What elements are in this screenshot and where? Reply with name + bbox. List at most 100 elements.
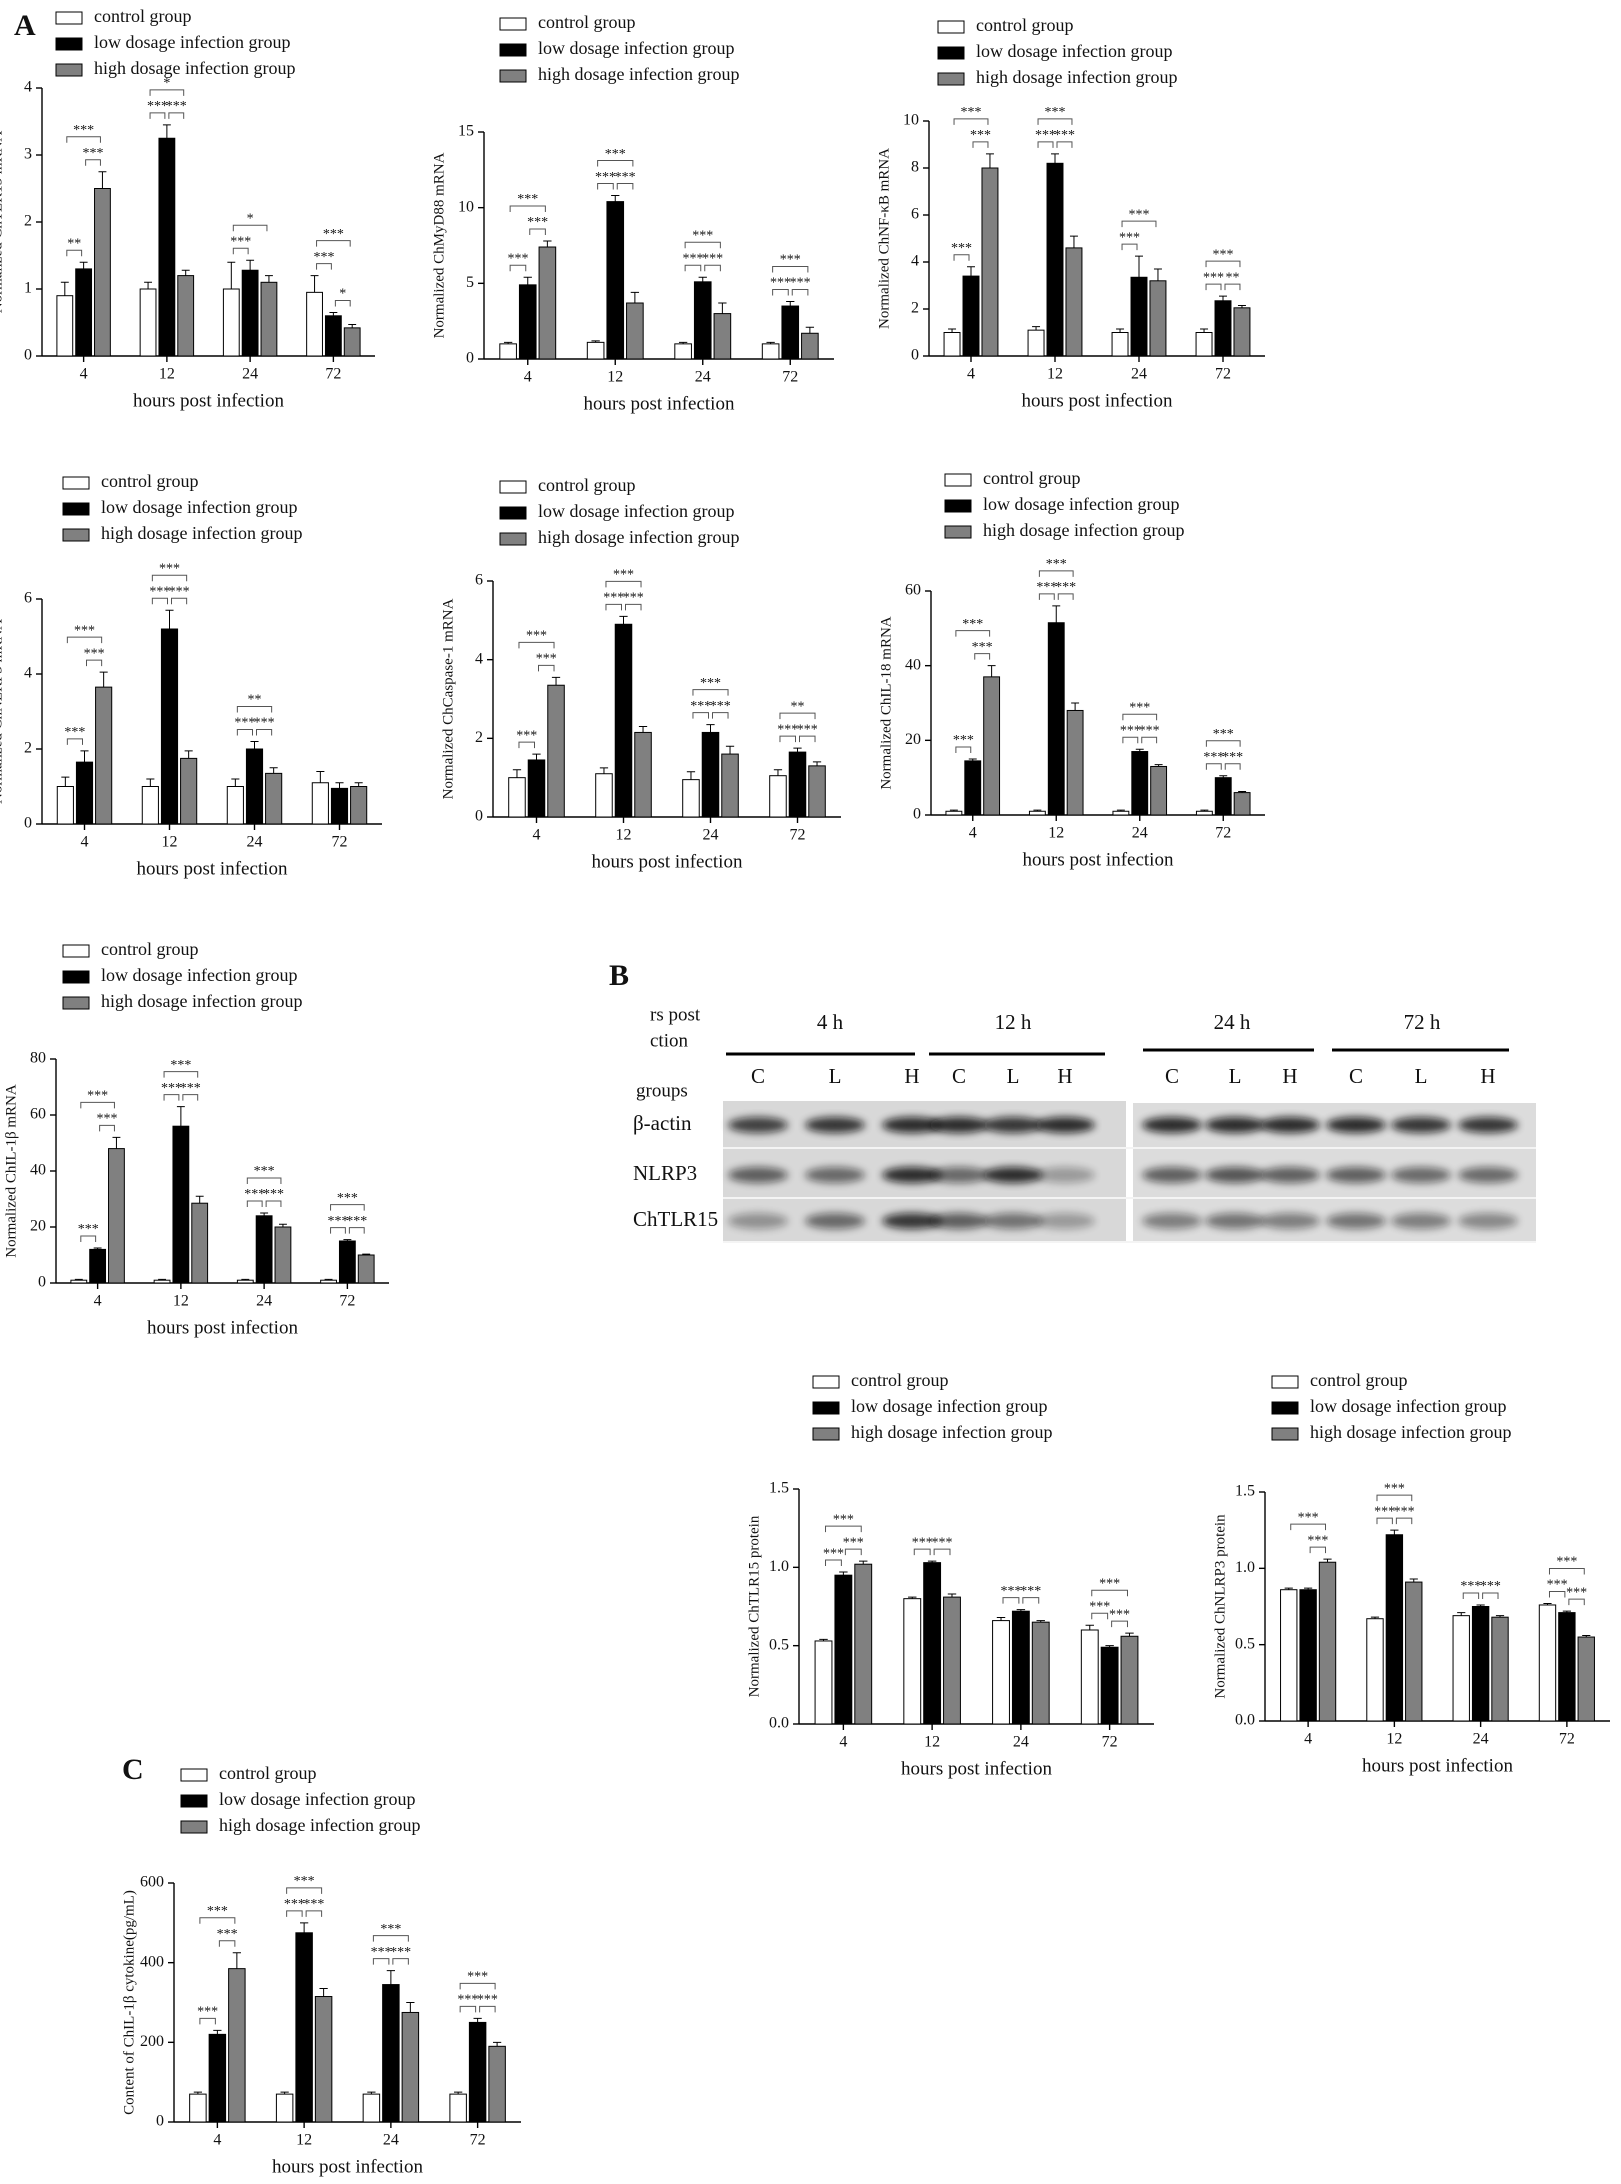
- error-bar: [1457, 1612, 1466, 1616]
- error-bar: [611, 195, 620, 202]
- bar: [595, 773, 613, 818]
- significance-label: ***: [1394, 1504, 1415, 1519]
- significance-label: ***: [962, 617, 983, 632]
- error-bar: [725, 745, 735, 755]
- x-tick-label: 12: [159, 366, 175, 383]
- blot-band: [882, 1213, 942, 1229]
- y-tick-label: 2: [911, 300, 919, 317]
- significance-bracket: [704, 264, 721, 272]
- significance-bracket: [163, 1094, 180, 1101]
- y-tick-label: 3: [24, 146, 32, 163]
- legend-swatch: [499, 506, 527, 520]
- x-tick-label: 4: [533, 827, 541, 844]
- blot-band: [1326, 1167, 1386, 1183]
- y-tick-label: 4: [24, 665, 32, 682]
- bar: [992, 1620, 1010, 1725]
- blot-band: [1205, 1167, 1265, 1183]
- significance-bracket: [1002, 1597, 1020, 1604]
- y-tick-label: 0: [24, 347, 32, 364]
- legend-label: high dosage infection group: [101, 991, 302, 1011]
- significance-label: ***: [603, 591, 624, 606]
- significance-bracket: [1568, 1598, 1585, 1606]
- bar: [338, 1240, 356, 1284]
- bar: [275, 2093, 294, 2123]
- significance-bracket: [1022, 1597, 1040, 1604]
- error-bar: [319, 1988, 328, 1997]
- group-label: H: [1282, 1064, 1297, 1088]
- bar: [701, 731, 720, 818]
- legend-swatch: [1271, 1375, 1299, 1389]
- significance-bracket: [305, 1910, 323, 1917]
- significance-bracket: [1037, 141, 1054, 148]
- error-bar: [278, 1223, 287, 1227]
- significance-label: ***: [1054, 128, 1075, 143]
- y-tick-label: 40: [905, 656, 921, 673]
- blot-header: rs post: [650, 1004, 701, 1025]
- bar: [834, 1574, 853, 1725]
- bar: [903, 1598, 922, 1725]
- bar: [1405, 1581, 1423, 1722]
- bar: [518, 284, 537, 360]
- significance-bracket: [597, 183, 614, 190]
- x-tick-label: 12: [162, 834, 178, 851]
- legend-label: low dosage infection group: [101, 497, 297, 517]
- error-bar: [1052, 605, 1061, 623]
- legend-label: control group: [1310, 1370, 1407, 1390]
- bar: [222, 288, 240, 357]
- significance-label: ***: [263, 1187, 284, 1202]
- y-tick-label: 20: [30, 1218, 46, 1235]
- bar: [1131, 751, 1149, 816]
- legend-swatch: [1271, 1401, 1299, 1415]
- error-bar: [599, 767, 609, 774]
- significance-label: ***: [692, 228, 713, 243]
- x-tick-label: 4: [1304, 1731, 1312, 1748]
- error-bar: [839, 1571, 848, 1576]
- bar: [160, 628, 179, 825]
- blot-band: [805, 1117, 865, 1133]
- x-axis-title: hours post infection: [1023, 849, 1174, 870]
- legend-swatch: [180, 1794, 208, 1808]
- significance-label: **: [67, 236, 81, 251]
- bar: [1366, 1618, 1384, 1722]
- significance-bracket: [1111, 1620, 1128, 1628]
- error-bar: [1476, 1604, 1485, 1607]
- error-bar: [93, 1247, 102, 1250]
- significance-label: ***: [517, 192, 538, 207]
- x-tick-label: 4: [94, 1293, 102, 1310]
- error-bar: [766, 341, 775, 344]
- y-tick-label: 200: [140, 2033, 164, 2050]
- significance-label: **: [791, 699, 805, 714]
- x-tick-label: 72: [332, 834, 348, 851]
- bar: [468, 2021, 487, 2123]
- significance-label: ***: [507, 251, 528, 266]
- legend-swatch: [812, 1375, 840, 1389]
- error-bar: [1304, 1587, 1313, 1590]
- y-tick-label: 0.5: [769, 1636, 789, 1653]
- bar: [324, 315, 342, 357]
- error-bar: [706, 724, 715, 733]
- blot-band: [1391, 1117, 1451, 1133]
- significance-label: ***: [932, 1535, 953, 1550]
- timepoint-label: 24 h: [1214, 1010, 1251, 1034]
- error-bar: [324, 1278, 333, 1281]
- significance-label: ***: [1203, 270, 1224, 285]
- significance-bracket: [538, 664, 555, 672]
- bar: [449, 2093, 467, 2123]
- bar: [1577, 1636, 1595, 1722]
- y-tick-label: 600: [140, 1874, 164, 1891]
- blot-band: [1142, 1213, 1202, 1229]
- error-bar: [638, 726, 648, 733]
- bar: [1195, 810, 1213, 816]
- significance-label: ***: [613, 568, 634, 583]
- error-bar: [619, 615, 628, 625]
- significance-bracket: [286, 1910, 303, 1917]
- bar: [191, 1202, 209, 1284]
- error-bar: [532, 753, 541, 760]
- y-tick-label: 1.5: [1235, 1483, 1255, 1500]
- significance-bracket: [85, 159, 101, 166]
- group-label: C: [751, 1064, 765, 1088]
- significance-bracket: [779, 712, 816, 720]
- x-tick-label: 12: [607, 369, 623, 386]
- x-tick-label: 4: [969, 825, 977, 842]
